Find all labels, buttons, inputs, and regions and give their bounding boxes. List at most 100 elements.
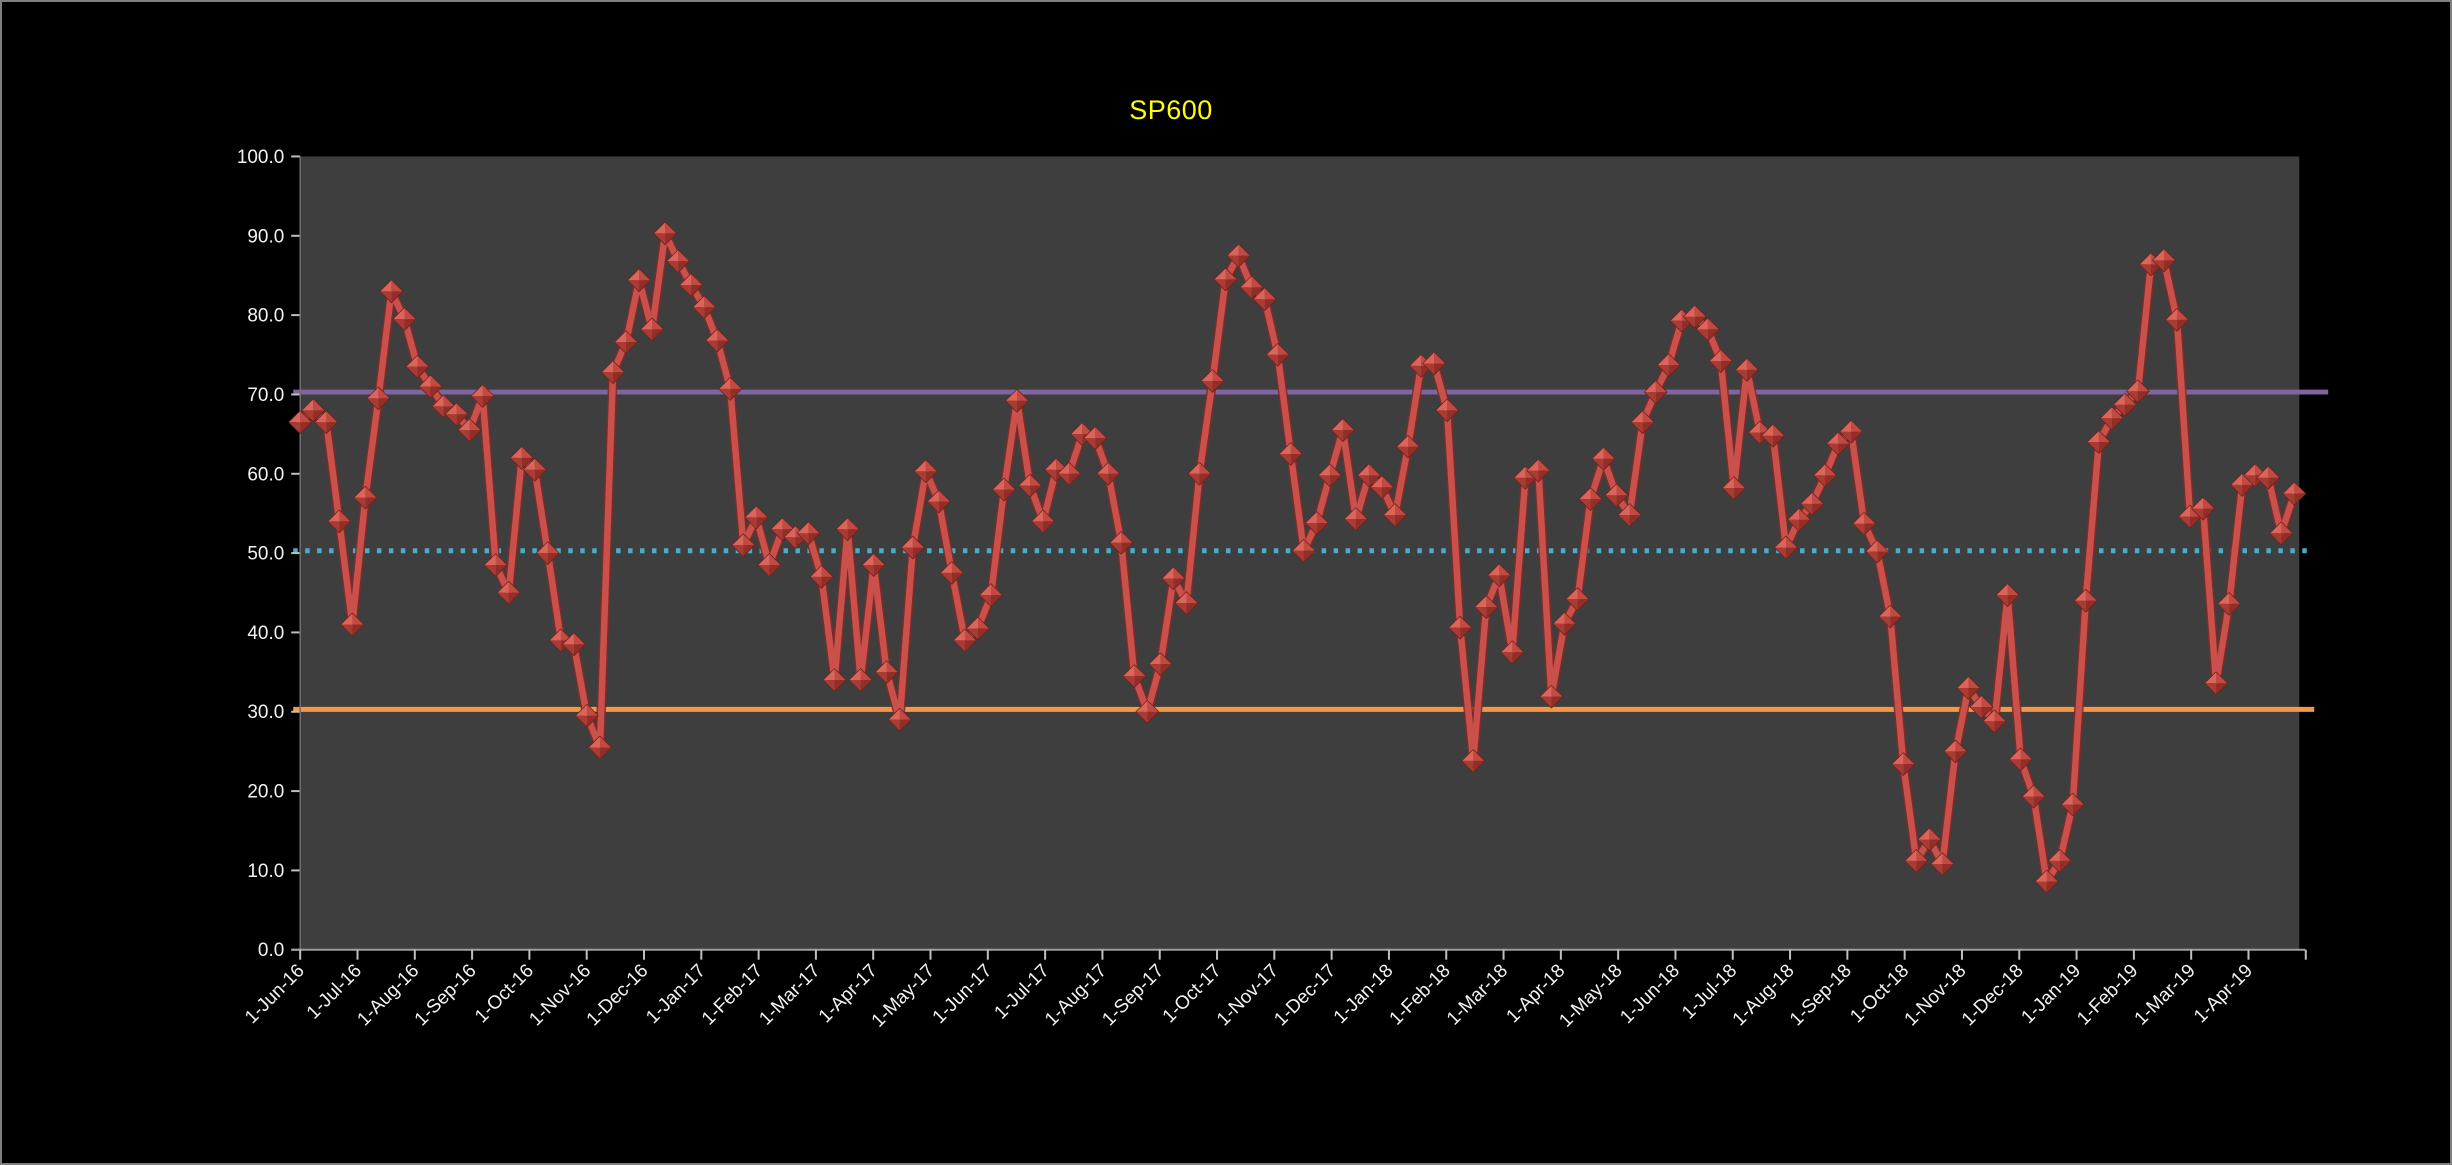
data-point-marker bbox=[848, 668, 873, 692]
data-point-marker bbox=[1109, 531, 1134, 555]
x-tick-label: 1-Nov-16 bbox=[525, 960, 595, 1030]
data-point-marker bbox=[379, 279, 404, 304]
data-point-marker bbox=[640, 317, 664, 342]
data-point-marker bbox=[1279, 442, 1303, 466]
data-point-marker bbox=[1591, 446, 1616, 471]
data-point-marker bbox=[2074, 588, 2098, 613]
y-tick-label: 10.0 bbox=[247, 861, 284, 882]
data-point-marker bbox=[1018, 473, 1042, 498]
data-point-marker bbox=[1865, 539, 1889, 564]
data-point-marker bbox=[575, 704, 599, 728]
y-axis: 0.0 10.0 20.0 30.0 40.0 50.0 60.0 70.0 80.0 90.0 1… bbox=[237, 147, 301, 961]
x-tick-label: 1-Feb-18 bbox=[1386, 960, 1455, 1029]
data-point-marker bbox=[1161, 566, 1186, 591]
data-point-marker bbox=[1187, 462, 1212, 486]
data-point-marker bbox=[1878, 604, 1902, 629]
data-point-marker bbox=[979, 583, 1003, 607]
data-point-marker bbox=[444, 402, 469, 426]
data-point-marker bbox=[1982, 709, 2007, 733]
x-tick-label: 1-May-18 bbox=[1555, 960, 1626, 1031]
data-point-marker bbox=[1122, 664, 1147, 688]
data-point-marker bbox=[901, 535, 925, 560]
x-tick-label: 1-Feb-17 bbox=[698, 960, 767, 1029]
data-point-marker bbox=[418, 374, 443, 399]
data-point-marker bbox=[809, 565, 834, 589]
data-point-marker bbox=[1370, 475, 1394, 499]
data-point-marker bbox=[601, 360, 625, 384]
x-tick-label: 1-Apr-19 bbox=[2190, 960, 2257, 1027]
data-point-marker bbox=[1735, 358, 1759, 382]
data-point-marker bbox=[1670, 308, 1694, 333]
data-point-marker bbox=[1774, 535, 1798, 560]
x-tick-label: 1-Sep-17 bbox=[1098, 960, 1168, 1030]
data-point-marker bbox=[1539, 684, 1564, 709]
y-tick-label: 30.0 bbox=[247, 702, 284, 723]
data-point-marker bbox=[340, 612, 365, 637]
x-tick-label: 1-Jun-17 bbox=[929, 960, 997, 1028]
data-point-marker bbox=[2191, 496, 2215, 521]
data-point-marker bbox=[1904, 849, 1929, 873]
x-tick-label: 1-Dec-18 bbox=[1958, 960, 2028, 1030]
data-point-marker bbox=[1487, 563, 1511, 588]
data-point-marker bbox=[2282, 481, 2307, 506]
data-point-marker bbox=[1344, 507, 1368, 531]
data-point-marker bbox=[614, 330, 638, 354]
data-point-marker bbox=[1643, 380, 1668, 404]
series-markers bbox=[288, 221, 2307, 894]
data-point-marker bbox=[1135, 700, 1160, 724]
data-point-marker bbox=[314, 410, 338, 434]
data-point-marker bbox=[2113, 393, 2137, 417]
data-point-marker bbox=[1683, 304, 1707, 329]
data-point-marker bbox=[1813, 463, 1837, 488]
data-point-marker bbox=[1917, 827, 1942, 852]
x-tick-label: 1-Dec-17 bbox=[1270, 960, 1340, 1030]
data-point-marker bbox=[2204, 671, 2228, 695]
data-point-marker bbox=[1331, 418, 1355, 442]
data-point-marker bbox=[1057, 462, 1081, 486]
data-point-marker bbox=[888, 707, 912, 732]
data-point-marker bbox=[2061, 792, 2085, 817]
data-point-marker bbox=[1526, 458, 1551, 483]
data-point-marker bbox=[718, 377, 743, 401]
data-point-marker bbox=[1148, 652, 1173, 676]
data-point-marker bbox=[1800, 492, 1824, 516]
data-point-marker bbox=[1761, 423, 1785, 448]
x-tick-label: 1-Aug-16 bbox=[353, 960, 423, 1030]
y-tick-label: 60.0 bbox=[247, 464, 284, 485]
data-point-marker bbox=[705, 328, 729, 353]
y-tick-label: 70.0 bbox=[247, 385, 284, 406]
data-point-marker bbox=[483, 553, 508, 577]
x-tick-label: 1-Aug-18 bbox=[1729, 960, 1799, 1030]
data-point-marker bbox=[835, 517, 860, 542]
data-point-marker bbox=[1617, 503, 1642, 527]
data-point-marker bbox=[1252, 287, 1277, 311]
x-tick-label: 1-Jan-19 bbox=[2017, 960, 2085, 1028]
data-point-marker bbox=[653, 221, 677, 246]
data-point-marker bbox=[1709, 349, 1733, 373]
data-point-marker bbox=[353, 485, 378, 510]
data-point-marker bbox=[1239, 275, 1264, 300]
data-point-marker bbox=[1422, 351, 1446, 376]
data-point-marker bbox=[1578, 487, 1603, 511]
data-point-marker bbox=[1461, 749, 1485, 773]
data-point-marker bbox=[1031, 509, 1055, 534]
data-point-marker bbox=[731, 533, 756, 557]
data-point-marker bbox=[1565, 587, 1590, 611]
y-tick-label: 80.0 bbox=[247, 306, 284, 327]
data-point-marker bbox=[1265, 343, 1290, 367]
data-point-marker bbox=[692, 295, 716, 319]
y-tick-label: 50.0 bbox=[247, 544, 284, 565]
data-point-marker bbox=[1500, 640, 1525, 664]
data-point-marker bbox=[2048, 849, 2072, 873]
x-tick-label: 1-Jun-16 bbox=[241, 960, 309, 1028]
x-tick-label: 1-Jan-17 bbox=[642, 960, 710, 1028]
data-point-marker bbox=[588, 735, 612, 760]
data-point-marker bbox=[1630, 410, 1655, 434]
data-point-marker bbox=[1226, 243, 1251, 268]
data-point-marker bbox=[1474, 595, 1498, 619]
data-point-marker bbox=[822, 668, 847, 692]
data-point-marker bbox=[2126, 379, 2150, 403]
data-point-marker bbox=[927, 489, 951, 514]
data-point-marker bbox=[1096, 462, 1120, 486]
